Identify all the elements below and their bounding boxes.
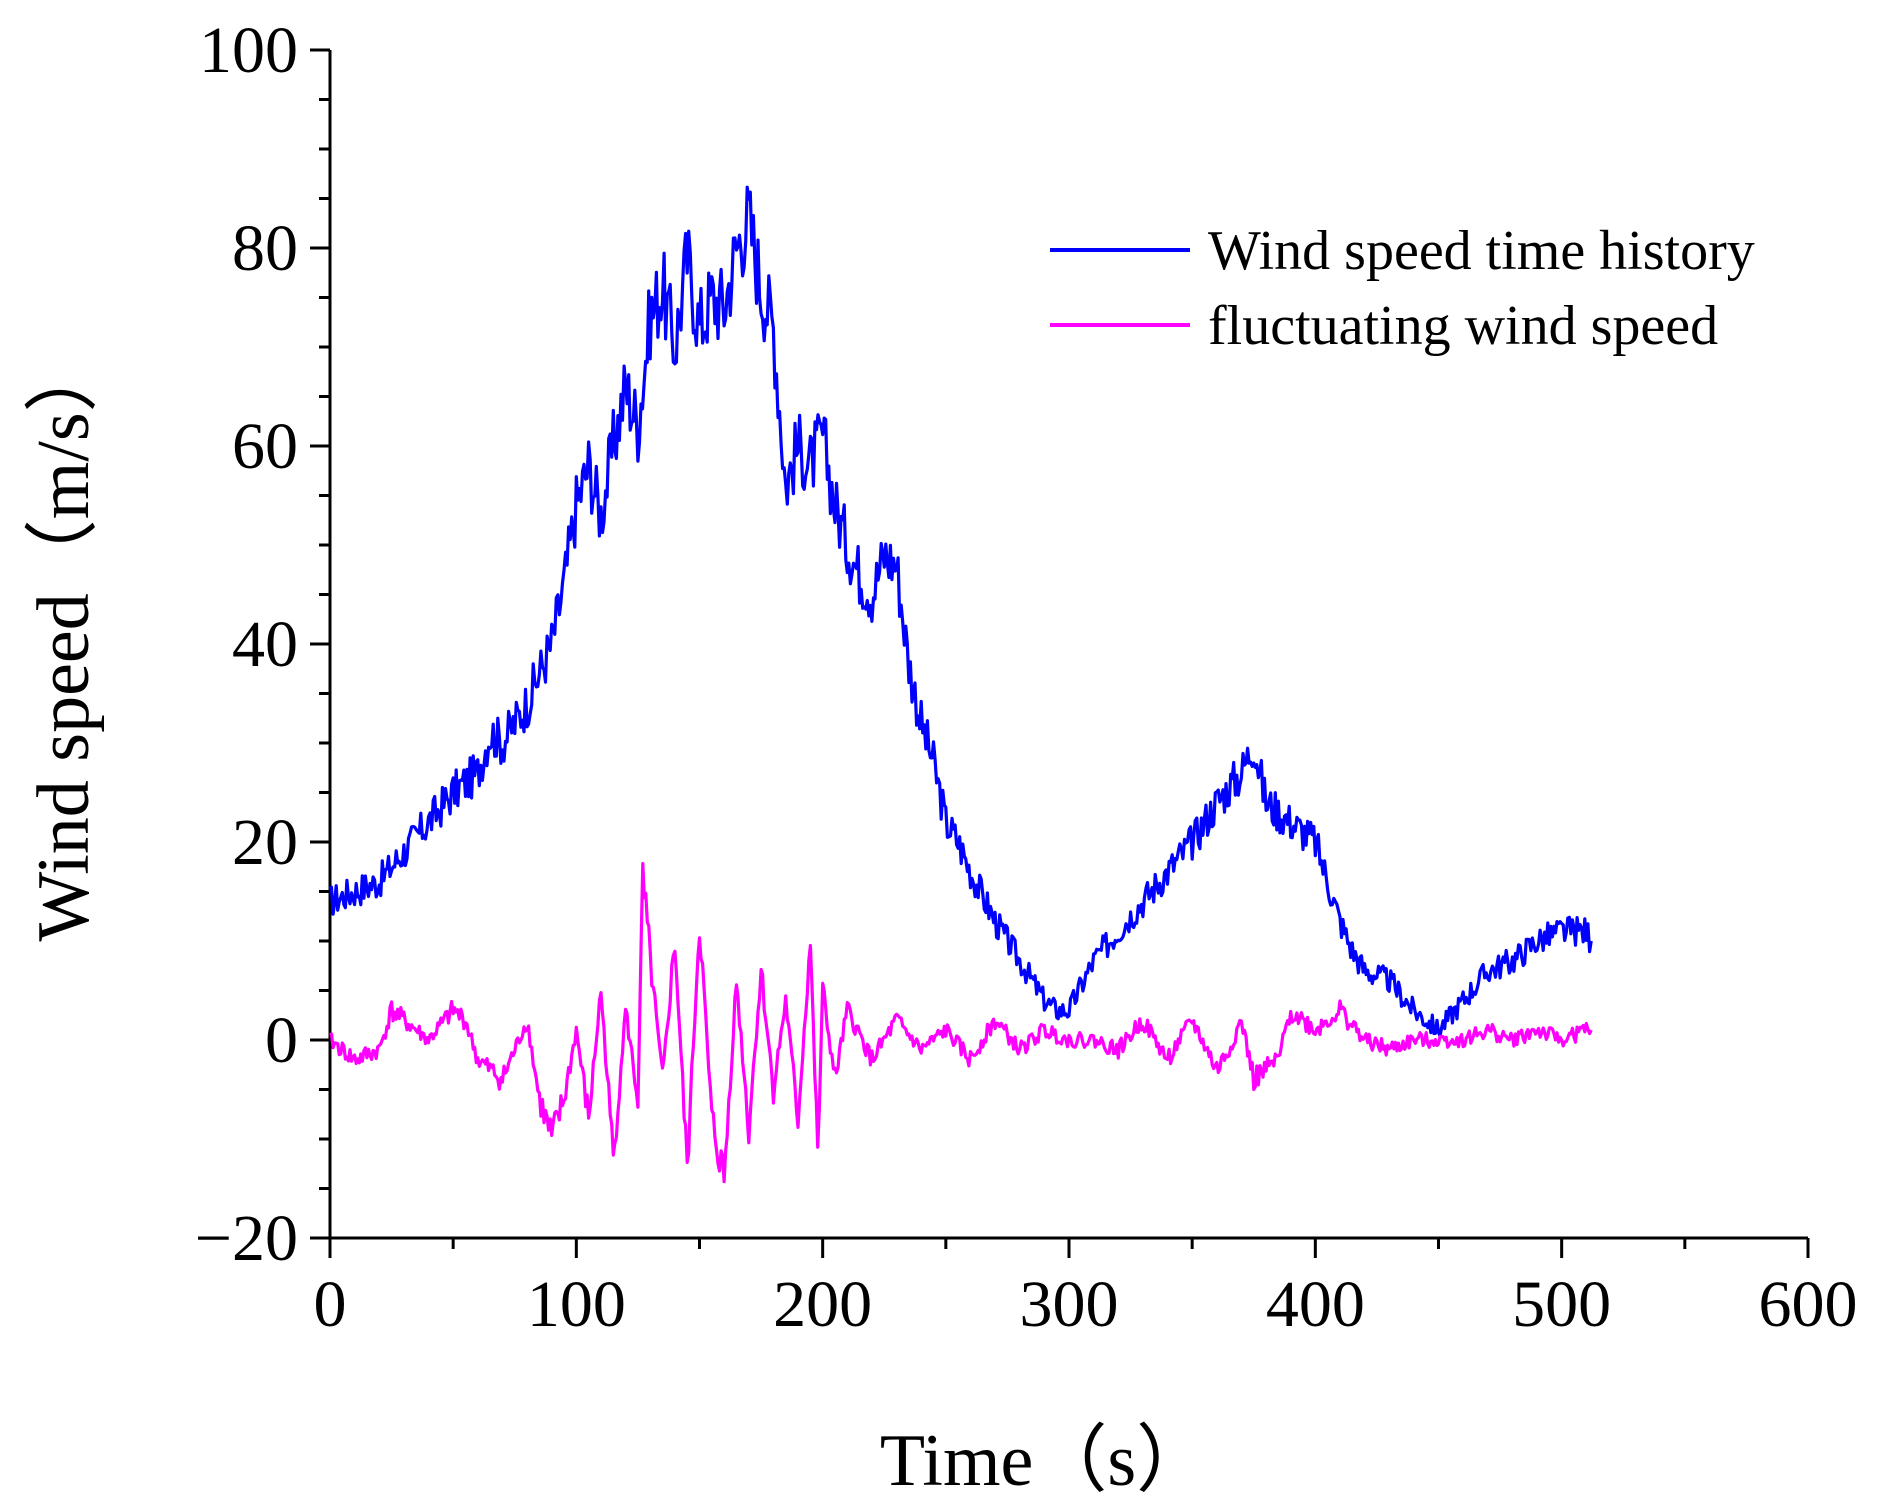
x-tick-label: 600 xyxy=(1759,1268,1858,1341)
legend-label-fluctuating-wind-speed: fluctuating wind speed xyxy=(1208,295,1718,357)
series-group xyxy=(328,185,1593,1184)
x-tick-label: 400 xyxy=(1266,1268,1365,1341)
y-tick-label: 80 xyxy=(232,212,298,285)
x-tick-label: 0 xyxy=(314,1268,347,1341)
legend-label-wind-speed-time-history: Wind speed time history xyxy=(1208,220,1755,282)
y-tick-label: 60 xyxy=(232,410,298,483)
x-tick-label: 300 xyxy=(1020,1268,1119,1341)
y-tick-label: 100 xyxy=(199,14,298,87)
y-tick-label: 20 xyxy=(232,806,298,879)
y-tick-label: −20 xyxy=(195,1202,298,1275)
legend: Wind speed time history fluctuating wind … xyxy=(1050,220,1755,357)
x-axis-title: Time（s） xyxy=(880,1420,1210,1502)
y-tick-label: 0 xyxy=(265,1004,298,1077)
series-line-fluctuating-wind-speed xyxy=(329,862,1593,1184)
x-tick-label: 200 xyxy=(773,1268,872,1341)
x-tick-label: 500 xyxy=(1512,1268,1611,1341)
y-axis-title: Wind speed（m/s） xyxy=(23,338,105,941)
y-tick-label: 40 xyxy=(232,608,298,681)
x-tick-label: 100 xyxy=(527,1268,626,1341)
axis-titles: Time（s） Wind speed（m/s） xyxy=(23,338,1210,1502)
series-line-wind-speed-time-history xyxy=(328,185,1593,1038)
